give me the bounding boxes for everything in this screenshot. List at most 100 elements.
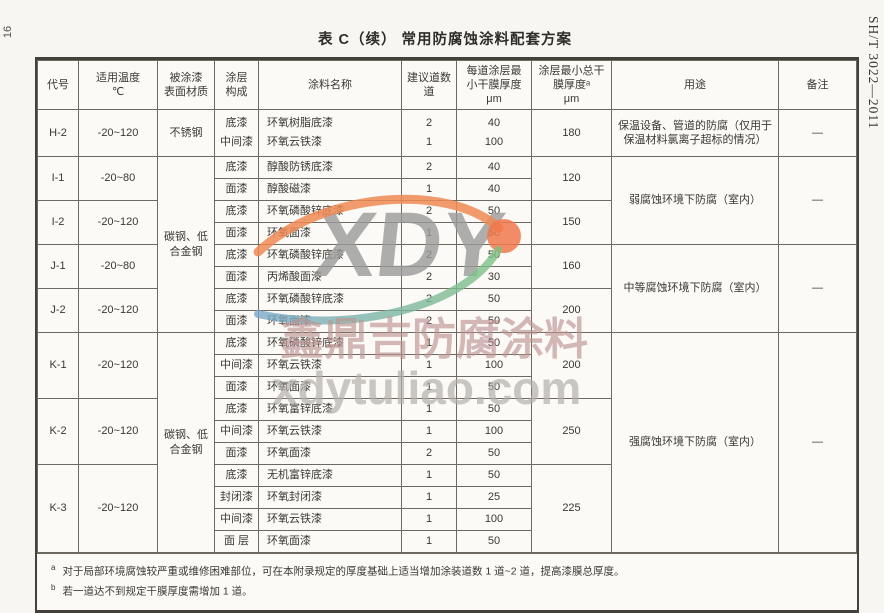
header-code: 代号 [37,60,79,110]
dft-cell: 50 [456,332,532,355]
header-row: 代号 适用温度 ℃ 被涂漆 表面材质 涂层 构成 涂料名称 建议道数 道 每道涂… [37,60,857,110]
remark-cell: — [778,109,857,157]
table-row: K-1 -20~120 碳钢、低 合金钢 底漆 环氧磷酸锌底漆 1 50 200… [37,332,857,553]
dft-cell: 50 [456,398,532,421]
layer-cell: 底漆 [214,332,259,355]
coating-cell: 无机富锌底漆 [258,464,402,487]
coating-cell: 醇酸磁漆 [258,178,402,201]
footnote-b-marker: b [51,582,56,592]
header-material: 被涂漆 表面材质 [157,60,215,110]
header-passes: 建议道数 道 [401,60,457,110]
layer-line: 底漆 [225,116,248,129]
dft-cell: 40 [456,156,532,179]
total-cell: 160 [531,244,612,289]
total-cell: 150 [531,200,612,245]
table-row: 中间漆 环氧云铁漆 1 100 [38,354,857,377]
coating-cell: 环氧面漆 [258,376,402,399]
passes-cell: 2 [401,310,457,333]
coating-cell: 环氧磷酸锌底漆 [258,288,402,311]
coating-cell: 环氧云铁漆 [258,420,402,443]
passes-cell: 2 [401,442,457,465]
header-layer: 涂层 构成 [214,60,259,110]
header-coating: 涂料名称 [258,60,402,110]
coating-cell: 环氧云铁漆 [258,508,402,531]
coating-cell: 环氧面漆 [258,530,402,553]
passes-cell: 1 [401,354,457,377]
coating-cell: 醇酸防锈底漆 [258,156,402,179]
code-cell: K-1 [37,332,79,399]
code-cell: I-1 [37,156,79,201]
layer-cell: 中间漆 [214,354,259,377]
material-cell: 碳钢、低 合金钢 [157,332,215,553]
passes-cell: 1 [401,398,457,421]
passes-cell: 1 [401,486,457,509]
dft-cell: 50 [456,530,532,553]
coating-cell: 环氧磷酸锌底漆 [258,200,402,223]
layer-cell: 面漆 [214,376,259,399]
header-usage: 用途 [611,60,779,110]
dft-cell: 100 [456,354,532,377]
code-cell: H-2 [37,109,79,157]
remark-cell: — [778,244,857,333]
total-cell: 225 [531,464,612,553]
code-cell: K-3 [37,464,79,553]
footnote-a-text: 对于局部环境腐蚀较严重或维修困难部位，可在本附录规定的厚度基础上适当增加涂装道数… [62,565,625,578]
layer-cell: 底漆 [214,244,259,267]
dft-cell: 50 [456,222,532,245]
coating-cell: 环氧封闭漆 [258,486,402,509]
dft-cell: 25 [456,486,532,509]
coating-cell: 环氧云铁漆 [258,354,402,377]
layer-cell: 面 层 [214,530,259,553]
coating-cell: 环氧磷酸锌底漆 [258,244,402,267]
table-row: 面漆 环氧面漆 2 50 [38,442,857,465]
temp-cell: -20~120 [78,200,158,245]
dft-cell: 40 100 [456,109,532,157]
data-table: 代号 适用温度 ℃ 被涂漆 表面材质 涂层 构成 涂料名称 建议道数 道 每道涂… [37,60,857,553]
total-cell: 180 [531,109,612,157]
dft-cell: 40 [456,178,532,201]
dft-cell: 50 [456,376,532,399]
usage-cell: 中等腐蚀环境下防腐（室内） [611,244,779,333]
layer-cell: 面漆 [214,222,259,245]
passes-cell: 1 [401,178,457,201]
table-footnotes: a 对于局部环境腐蚀较严重或维修困难部位，可在本附录规定的厚度基础上适当增加涂装道… [37,553,857,610]
material-cell: 不锈钢 [157,109,215,157]
coating-cell: 环氧磷酸锌底漆 [258,332,402,355]
passes-cell: 1 [401,332,457,355]
standard-number: SH/T 3022—2011 [866,16,881,130]
table-title: 表 C（续） 常用防腐蚀涂料配套方案 [317,32,573,48]
passes-cell: 1 [401,376,457,399]
passes-cell: 2 [401,288,457,311]
layer-cell: 底漆 [214,288,259,311]
remark-cell: — [778,332,857,553]
dft-cell: 50 [456,464,532,487]
dft-cell: 50 [456,200,532,223]
usage-cell: 弱腐蚀环境下防腐（室内） [611,156,779,245]
dft-cell: 30 [456,266,532,289]
footnote-b: b 若一道达不到规定干膜厚度需增加 1 道。 [51,581,847,601]
temp-cell: -20~120 [78,464,158,553]
table-row: 中间漆 环氧云铁漆 1 100 [38,420,857,443]
passes-cell: 2 [401,200,457,223]
passes-cell: 1 [401,508,457,531]
coating-cell: 环氧富锌底漆 [258,398,402,421]
usage-cell: 保温设备、管道的防腐（仅用于保温材料氯离子超标的情况） [611,109,779,157]
passes-cell: 1 [401,420,457,443]
passes-line: 1 [425,136,433,148]
dft-cell: 100 [456,508,532,531]
passes-cell: 1 [401,464,457,487]
page-number: 16 [2,25,15,39]
total-cell: 200 [531,288,612,333]
passes-cell: 2 [401,266,457,289]
layer-cell: 底漆 中间漆 [214,109,259,157]
coating-line: 环氧树脂底漆 [267,116,333,129]
table-row: H-2 -20~120 不锈钢 底漆 中间漆 环氧树脂底漆 环氧云铁漆 2 1 … [37,109,857,157]
layer-cell: 底漆 [214,398,259,421]
table-row: 中间漆 环氧云铁漆 1 100 [38,508,857,531]
coating-cell: 环氧面漆 [258,222,402,245]
passes-cell: 2 [401,156,457,179]
temp-cell: -20~120 [78,332,158,399]
layer-cell: 封闭漆 [214,486,259,509]
temp-cell: -20~120 [78,288,158,333]
